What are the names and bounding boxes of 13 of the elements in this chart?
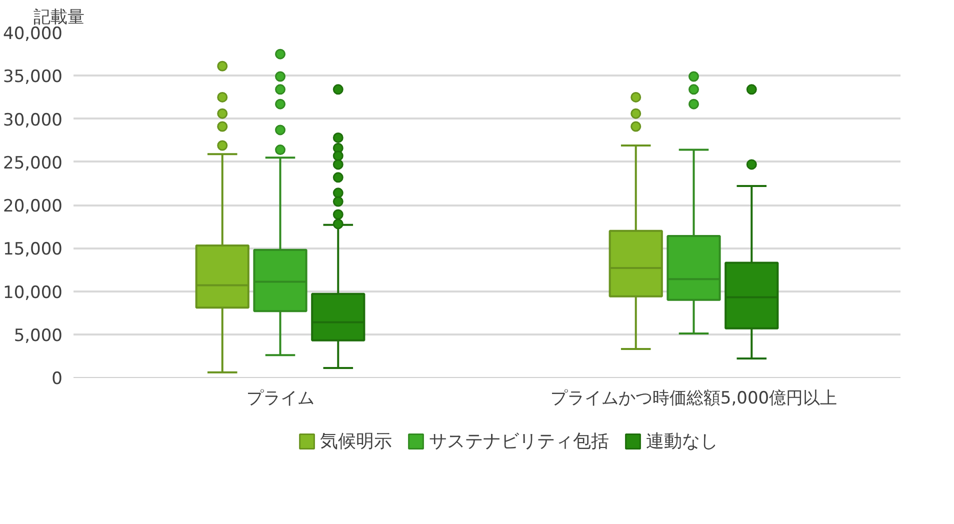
y-tick-label: 10,000 — [3, 282, 62, 303]
x-tick-label: プライムかつ時価総額5,000億円以上 — [550, 388, 838, 408]
legend-label: 連動なし — [646, 430, 718, 453]
y-tick-label: 35,000 — [3, 67, 62, 88]
x-tick-label: プライム — [246, 388, 314, 408]
y-tick-label: 15,000 — [3, 240, 62, 260]
y-tick-label: 30,000 — [3, 110, 62, 130]
legend-label: 気候明示 — [320, 430, 392, 453]
legend-label: サステナビリティ包括 — [429, 430, 609, 453]
y-tick-label: 0 — [52, 369, 63, 389]
y-tick-label: 25,000 — [3, 153, 62, 174]
y-tick-label: 20,000 — [3, 196, 62, 216]
y-tick-label: 5,000 — [14, 326, 63, 346]
